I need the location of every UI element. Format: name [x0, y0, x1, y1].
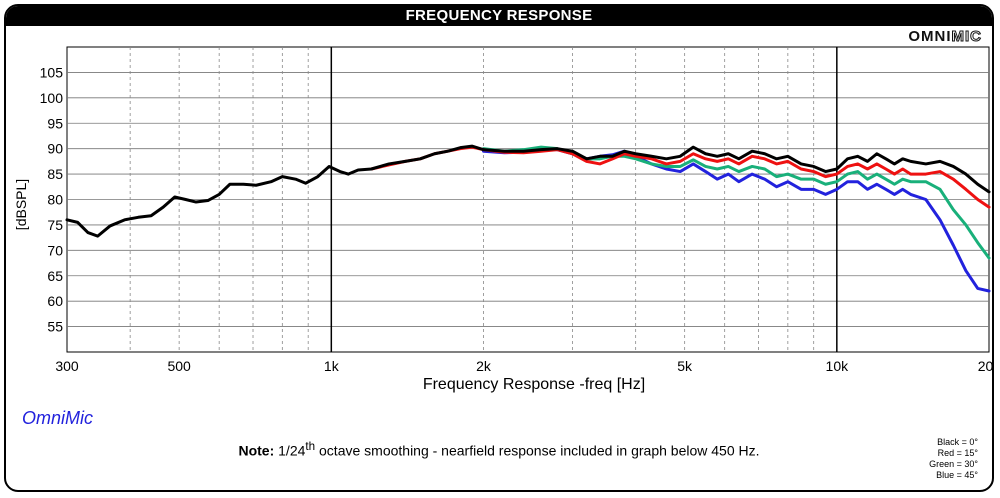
x-tick-label: 5k	[677, 358, 693, 374]
x-axis-label: Frequency Response -freq [Hz]	[423, 376, 645, 393]
chart-title: FREQUENCY RESPONSE	[6, 6, 992, 26]
smoothing-note: Note: 1/24th octave smoothing - nearfiel…	[6, 440, 992, 459]
y-tick-label: 55	[47, 319, 63, 335]
series-line-green	[481, 145, 991, 260]
y-tick-label: 70	[47, 242, 63, 258]
series-layer	[65, 144, 991, 293]
x-tick-labels: 300 500 1k 2k 5k 10k 20k	[55, 358, 994, 374]
x-tick-label: 2k	[476, 358, 492, 374]
x-tick-label: 20k	[978, 358, 994, 374]
y-tick-label: 100	[40, 90, 64, 106]
x-tick-label: 10k	[826, 358, 850, 374]
legend-entry-black: Black = 0°	[937, 437, 978, 447]
y-tick-labels: 55 60 65 70 75 80 85 90 95 100 105	[40, 64, 64, 334]
y-tick-label: 95	[47, 115, 63, 131]
legend-entry-red: Red = 15°	[937, 448, 978, 458]
y-axis-label: [dBSPL]	[13, 179, 29, 230]
y-tick-label: 85	[47, 166, 63, 182]
y-tick-label: 80	[47, 192, 63, 208]
note-sup: th	[305, 440, 316, 453]
chart-frame: FREQUENCY RESPONSE OMNIMIC 55 60 65 70 75 80 8…	[4, 4, 994, 492]
frequency-response-chart: 55 60 65 70 75 80 85 90 95 100 105 300 500 1k 2k 5k 10k…	[13, 46, 994, 393]
logo-text-mic: MIC	[951, 28, 982, 46]
legend: Black = 0° Red = 15° Green = 30° Blue = …	[929, 437, 978, 481]
omnimic-signature: OmniMic	[22, 408, 93, 428]
legend-entry-blue: Blue = 45°	[936, 470, 978, 480]
note-label: Note:	[238, 442, 275, 459]
series-line-black	[65, 144, 991, 238]
x-tick-label: 300	[55, 358, 79, 374]
y-tick-label: 75	[47, 217, 63, 233]
grid-layer	[66, 46, 990, 353]
y-tick-label: 60	[47, 293, 63, 309]
note-text-b: octave smoothing - nearfield response in…	[315, 442, 760, 459]
y-tick-label: 105	[40, 64, 64, 80]
omnimic-logo: OMNIMIC	[908, 28, 982, 46]
y-tick-label: 65	[47, 268, 63, 284]
x-tick-label: 1k	[324, 358, 340, 374]
note-text-a: 1/24	[278, 442, 306, 459]
legend-entry-green: Green = 30°	[929, 459, 978, 469]
logo-text-omni: OMNI	[908, 28, 952, 45]
x-tick-label: 500	[167, 358, 191, 374]
y-tick-label: 90	[47, 141, 63, 157]
